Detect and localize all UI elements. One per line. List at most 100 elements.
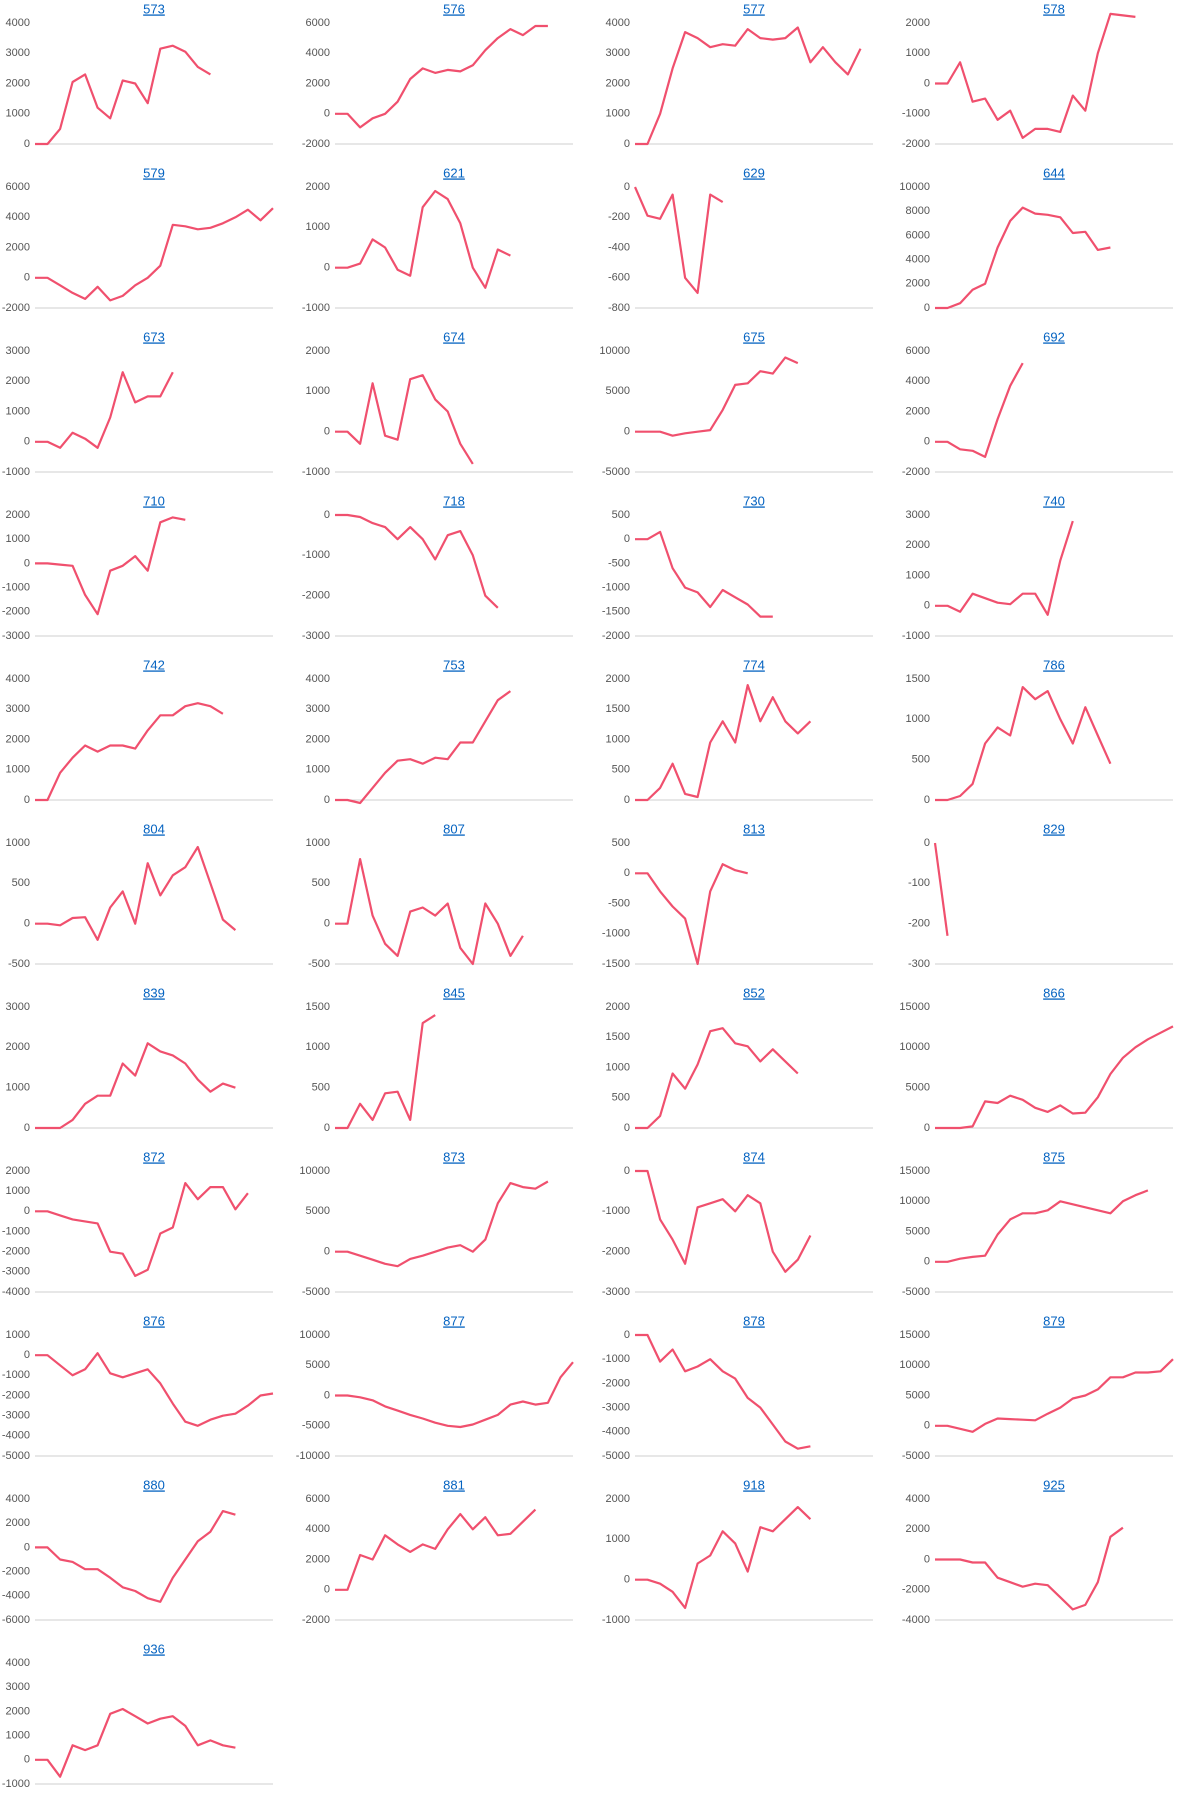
chart-title[interactable]: 573	[143, 1, 165, 16]
chart-title[interactable]: 629	[743, 165, 765, 180]
chart-title[interactable]: 692	[1043, 329, 1065, 344]
y-tick-label: 2000	[306, 345, 330, 357]
chart-title[interactable]: 579	[143, 165, 165, 180]
y-tick-label: 0	[924, 1122, 930, 1134]
data-line	[935, 1358, 1174, 1433]
y-tick-label: 1000	[6, 764, 30, 776]
chart-title[interactable]: 845	[443, 985, 465, 1000]
chart-title[interactable]: 878	[743, 1313, 765, 1328]
y-tick-label: 5000	[306, 1205, 330, 1217]
y-tick-label: 15000	[899, 1329, 930, 1341]
chart-title[interactable]: 675	[743, 329, 765, 344]
y-tick-label: 6000	[6, 181, 30, 193]
y-tick-label: 10000	[599, 345, 630, 357]
chart-title[interactable]: 742	[143, 657, 165, 672]
y-tick-label: 0	[924, 436, 930, 448]
chart-title[interactable]: 807	[443, 821, 465, 836]
y-tick-label: 2000	[606, 1493, 630, 1505]
data-line	[35, 516, 186, 616]
chart-title[interactable]: 740	[1043, 493, 1065, 508]
chart-title[interactable]: 866	[1043, 985, 1065, 1000]
y-tick-label: 2000	[6, 241, 30, 253]
y-tick-label: -500	[608, 897, 630, 909]
y-tick-label: 0	[24, 1349, 30, 1361]
chart-title[interactable]: 813	[743, 821, 765, 836]
chart-title[interactable]: 881	[443, 1477, 465, 1492]
y-tick-label: -300	[908, 958, 930, 970]
mini-chart: 852 0 500 1000 1500 2000	[606, 985, 873, 1134]
chart-title[interactable]: 936	[143, 1641, 165, 1656]
data-line	[635, 684, 812, 802]
y-tick-label: 0	[924, 77, 930, 89]
chart-title[interactable]: 730	[743, 493, 765, 508]
y-tick-label: -2000	[602, 1246, 630, 1258]
chart-title[interactable]: 918	[743, 1477, 765, 1492]
chart-title[interactable]: 644	[1043, 165, 1065, 180]
y-tick-label: -2000	[302, 1614, 330, 1626]
chart-title[interactable]: 852	[743, 985, 765, 1000]
y-tick-label: 0	[24, 1541, 30, 1553]
y-tick-label: -2000	[2, 1566, 30, 1578]
chart-title[interactable]: 875	[1043, 1149, 1065, 1164]
y-tick-label: 0	[924, 1553, 930, 1565]
chart-title[interactable]: 674	[443, 329, 465, 344]
chart-title[interactable]: 873	[443, 1149, 465, 1164]
mini-chart: 813 -1500 -1000 -500 0 500	[602, 821, 873, 970]
y-tick-label: -2000	[602, 630, 630, 642]
chart-title[interactable]: 877	[443, 1313, 465, 1328]
y-tick-label: 500	[12, 877, 30, 889]
chart-title[interactable]: 880	[143, 1477, 165, 1492]
chart-title[interactable]: 925	[1043, 1477, 1065, 1492]
data-line	[935, 12, 1136, 139]
y-tick-label: -1000	[2, 466, 30, 478]
y-tick-label: -2000	[2, 1246, 30, 1258]
y-tick-label: 0	[624, 1165, 630, 1177]
chart-title[interactable]: 578	[1043, 1, 1065, 16]
chart-title[interactable]: 621	[443, 165, 465, 180]
chart-title[interactable]: 718	[443, 493, 465, 508]
y-tick-label: 500	[312, 877, 330, 889]
y-tick-label: -600	[608, 272, 630, 284]
chart-title[interactable]: 710	[143, 493, 165, 508]
data-line	[335, 374, 474, 465]
y-tick-label: -200	[908, 918, 930, 930]
y-tick-label: 3000	[306, 703, 330, 715]
data-line	[935, 1526, 1124, 1611]
y-tick-label: 0	[624, 426, 630, 438]
y-tick-label: -1000	[2, 582, 30, 594]
chart-title[interactable]: 804	[143, 821, 165, 836]
y-tick-label: -500	[8, 958, 30, 970]
y-tick-label: 3000	[6, 1001, 30, 1013]
y-tick-label: 0	[324, 426, 330, 438]
chart-title[interactable]: 577	[743, 1, 765, 16]
mini-chart: 675 -5000 0 5000 10000	[599, 329, 873, 478]
y-tick-label: 4000	[906, 254, 930, 266]
data-line	[35, 371, 174, 449]
chart-title[interactable]: 753	[443, 657, 465, 672]
chart-title[interactable]: 876	[143, 1313, 165, 1328]
chart-title[interactable]: 576	[443, 1, 465, 16]
chart-title[interactable]: 786	[1043, 657, 1065, 672]
chart-title[interactable]: 673	[143, 329, 165, 344]
mini-chart: 829 -300 -200 -100 0	[908, 821, 1173, 970]
y-tick-label: 4000	[6, 1493, 30, 1505]
y-tick-label: -2000	[2, 606, 30, 618]
y-tick-label: 1000	[906, 569, 930, 581]
mini-chart: 742 0 1000 2000 3000 4000	[6, 657, 273, 806]
chart-title[interactable]: 872	[143, 1149, 165, 1164]
chart-title[interactable]: 879	[1043, 1313, 1065, 1328]
y-tick-label: 0	[924, 600, 930, 612]
chart-title[interactable]: 874	[743, 1149, 765, 1164]
y-tick-label: 2000	[6, 733, 30, 745]
chart-title[interactable]: 839	[143, 985, 165, 1000]
mini-chart: 866 0 5000 10000 15000	[899, 985, 1174, 1134]
y-tick-label: -2000	[602, 1377, 630, 1389]
mini-chart: 804 -500 0 500 1000	[6, 821, 273, 970]
y-tick-label: 2000	[6, 1165, 30, 1177]
y-tick-label: 0	[924, 794, 930, 806]
chart-title[interactable]: 829	[1043, 821, 1065, 836]
y-tick-label: -1000	[302, 466, 330, 478]
mini-chart: 873 -5000 0 5000 10000	[299, 1149, 573, 1298]
y-tick-label: 3000	[6, 47, 30, 59]
chart-title[interactable]: 774	[743, 657, 765, 672]
